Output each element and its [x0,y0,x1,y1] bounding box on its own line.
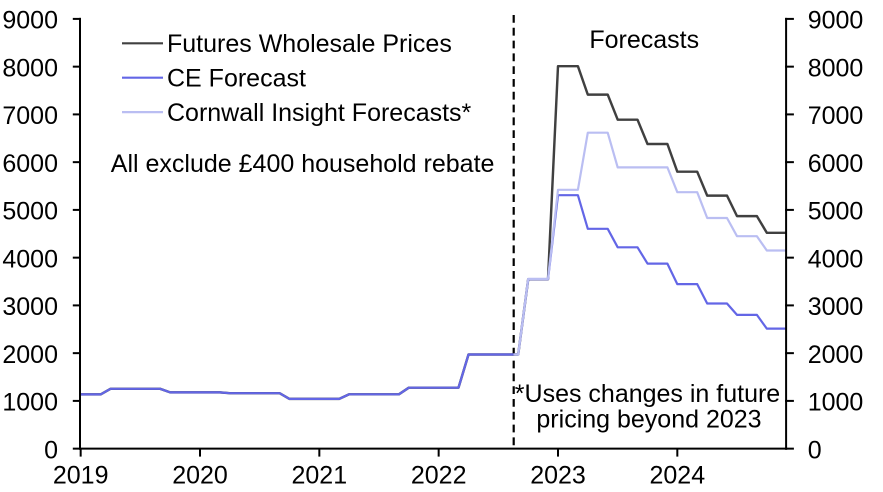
svg-text:0: 0 [808,436,822,464]
svg-text:2023: 2023 [530,461,586,489]
svg-text:All exclude £400 household reb: All exclude £400 household rebate [111,150,495,178]
svg-text:2019: 2019 [53,461,109,489]
svg-text:3000: 3000 [808,293,864,321]
svg-text:7000: 7000 [2,102,58,130]
svg-text:7000: 7000 [808,102,864,130]
svg-text:Futures Wholesale Prices: Futures Wholesale Prices [167,30,452,58]
svg-text:2021: 2021 [291,461,347,489]
svg-text:8000: 8000 [808,54,864,82]
svg-text:2022: 2022 [411,461,467,489]
svg-text:0: 0 [44,436,58,464]
svg-text:Cornwall Insight Forecasts*: Cornwall Insight Forecasts* [167,99,472,127]
svg-text:9000: 9000 [808,7,864,35]
svg-text:pricing beyond 2023: pricing beyond 2023 [536,405,761,433]
svg-text:2024: 2024 [649,461,705,489]
svg-text:1000: 1000 [808,389,864,417]
svg-text:2000: 2000 [2,341,58,369]
svg-text:8000: 8000 [2,54,58,82]
svg-text:4000: 4000 [2,245,58,273]
svg-text:3000: 3000 [2,293,58,321]
svg-text:6000: 6000 [808,150,864,178]
svg-text:6000: 6000 [2,150,58,178]
svg-text:2000: 2000 [808,341,864,369]
svg-text:9000: 9000 [2,7,58,35]
svg-text:1000: 1000 [2,389,58,417]
svg-text:5000: 5000 [808,198,864,226]
svg-text:*Uses changes in future: *Uses changes in future [515,380,780,408]
svg-text:CE Forecast: CE Forecast [167,65,306,93]
svg-text:Forecasts: Forecasts [589,26,699,54]
svg-text:5000: 5000 [2,198,58,226]
svg-text:4000: 4000 [808,245,864,273]
svg-text:2020: 2020 [172,461,228,489]
